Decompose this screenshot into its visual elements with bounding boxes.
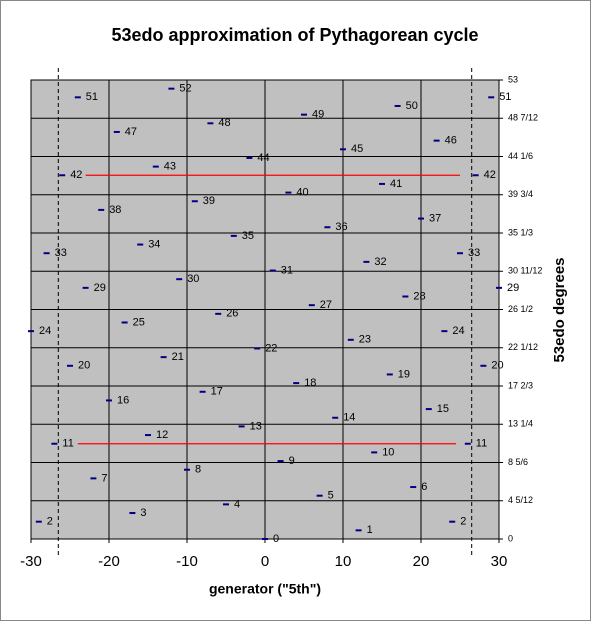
point-label: 42: [70, 169, 82, 181]
point-label: 46: [445, 135, 457, 147]
point-label: 39: [203, 195, 215, 207]
point-label: 29: [94, 282, 106, 294]
point-label: 36: [335, 221, 347, 233]
y-tick-label: 39 3/4: [508, 189, 533, 199]
point-label: 34: [148, 238, 160, 250]
point-label: 51: [86, 91, 98, 103]
point-label: 12: [156, 429, 168, 441]
point-label: 33: [55, 247, 67, 259]
point-label: 10: [382, 446, 394, 458]
point-label: 22: [265, 342, 277, 354]
point-label: 24: [39, 325, 51, 337]
point-label: 29: [507, 282, 519, 294]
point-label: 35: [242, 230, 254, 242]
y-tick-label: 35 1/3: [508, 227, 533, 237]
point-label: 51: [499, 91, 511, 103]
x-tick-label: 10: [335, 553, 352, 570]
x-tick-label: -30: [20, 553, 42, 570]
point-label: 42: [484, 169, 496, 181]
point-label: 28: [413, 290, 425, 302]
point-label: 11: [62, 438, 73, 450]
point-label: 49: [312, 109, 324, 121]
x-axis-label: generator ("5th"): [209, 581, 321, 597]
point-label: 41: [390, 178, 402, 190]
point-label: 13: [250, 420, 262, 432]
y-tick-label: 26 1/2: [508, 304, 533, 314]
point-label: 3: [140, 507, 146, 519]
point-label: 14: [343, 412, 355, 424]
point-label: 43: [164, 161, 176, 173]
y-tick-label: 8 5/6: [508, 457, 528, 467]
point-label: 16: [117, 394, 129, 406]
y-tick-label: 44 1/6: [508, 151, 533, 161]
point-label: 37: [429, 212, 441, 224]
point-label: 20: [491, 360, 503, 372]
y-tick-label: 53: [508, 74, 518, 84]
y-tick-label: 22 1/12: [508, 342, 538, 352]
point-label: 2: [47, 516, 53, 528]
point-label: 4: [234, 498, 240, 510]
point-label: 44: [257, 152, 269, 164]
point-label: 52: [179, 83, 191, 95]
y-tick-label: 13 1/4: [508, 419, 533, 429]
x-tick-label: -20: [98, 553, 120, 570]
point-label: 24: [452, 325, 464, 337]
y-tick-label: 30 11/12: [508, 266, 542, 276]
point-label: 33: [468, 247, 480, 259]
point-label: 26: [226, 308, 238, 320]
point-label: 45: [351, 143, 363, 155]
x-tick-label: 30: [491, 553, 508, 570]
y-tick-label: 17 2/3: [508, 380, 533, 390]
point-label: 11: [476, 438, 487, 450]
point-label: 6: [421, 481, 427, 493]
point-label: 32: [374, 256, 386, 268]
point-label: 0: [273, 533, 279, 545]
point-label: 47: [125, 126, 137, 138]
x-tick-label: 0: [261, 553, 269, 570]
point-label: 20: [78, 360, 90, 372]
point-label: 48: [218, 117, 230, 129]
point-label: 19: [398, 368, 410, 380]
chart-title: 53edo approximation of Pythagorean cycle: [111, 25, 478, 45]
point-label: 2: [460, 516, 466, 528]
point-label: 50: [406, 100, 418, 112]
point-label: 21: [172, 351, 184, 363]
point-label: 1: [367, 524, 373, 536]
point-label: 5: [328, 490, 334, 502]
point-label: 25: [133, 316, 145, 328]
point-label: 30: [187, 273, 199, 285]
y-axis-label: 53edo degrees: [551, 257, 568, 362]
point-label: 38: [109, 204, 121, 216]
point-label: 9: [289, 455, 295, 467]
x-tick-label: 20: [413, 553, 430, 570]
y-tick-label: 4 5/12: [508, 495, 533, 505]
point-label: 8: [195, 464, 201, 476]
point-label: 40: [296, 186, 308, 198]
point-label: 17: [211, 386, 223, 398]
point-label: 27: [320, 299, 332, 311]
point-label: 31: [281, 264, 293, 276]
point-label: 7: [101, 472, 107, 484]
y-tick-label: 48 7/12: [508, 113, 538, 123]
point-label: 18: [304, 377, 316, 389]
x-tick-label: -10: [176, 553, 198, 570]
y-tick-label: 0: [508, 533, 513, 543]
point-label: 15: [437, 403, 449, 415]
point-label: 23: [359, 334, 371, 346]
